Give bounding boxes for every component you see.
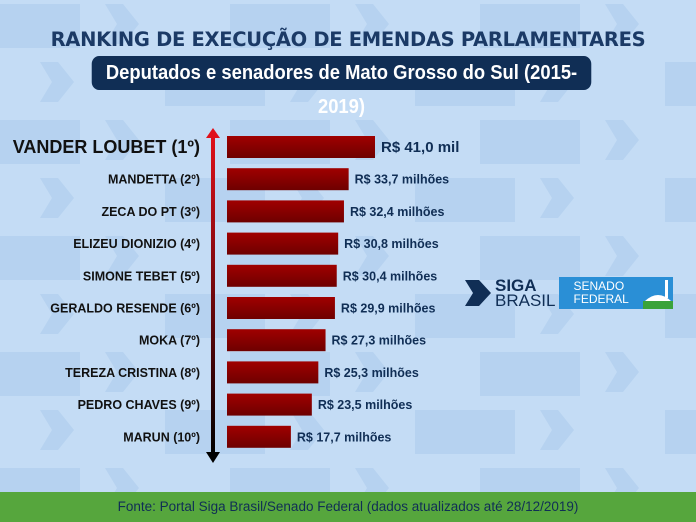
- category-label: MOKA (7º): [139, 334, 200, 348]
- data-label: R$ 32,4 milhões: [350, 205, 445, 219]
- logo-brasil: BRASIL: [495, 291, 556, 310]
- category-label: ELIZEU DIONIZIO (4º): [73, 237, 200, 251]
- watermark-shape: [290, 410, 324, 450]
- watermark-shape: [0, 236, 80, 280]
- bar: [227, 329, 326, 352]
- data-label: R$ 17,7 milhões: [297, 430, 392, 444]
- ranking-arrow-shaft: [211, 136, 215, 454]
- watermark-shape: [480, 4, 580, 48]
- bar: [227, 200, 344, 223]
- bar: [227, 168, 349, 191]
- logo-siga: SIGA: [495, 276, 537, 295]
- bar: [227, 425, 291, 448]
- watermark-shape: [415, 410, 515, 454]
- watermark-shape: [0, 352, 80, 396]
- watermark-shape: [40, 410, 74, 450]
- category-label: MARUN (10º): [123, 430, 200, 444]
- watermark-shape: [355, 236, 389, 276]
- data-label: R$ 30,8 milhões: [344, 237, 439, 251]
- page-title: RANKING DE EXECUÇÃO DE EMENDAS PARLAMENT…: [50, 28, 646, 51]
- watermark-shape: [480, 236, 580, 280]
- data-label: R$ 30,4 milhões: [343, 269, 438, 283]
- watermark-shape: [0, 120, 80, 164]
- watermark-shape: [40, 178, 74, 218]
- category-label: PEDRO CHAVES (9º): [78, 398, 200, 412]
- watermark-shape: [540, 410, 574, 450]
- watermark-shape: [605, 4, 639, 44]
- bar: [227, 264, 337, 287]
- watermark-shape: [0, 4, 80, 48]
- watermark-shape: [415, 294, 515, 338]
- logo-federal: FEDERAL: [573, 292, 629, 306]
- watermark-shape: [40, 62, 74, 102]
- watermark-shape: [480, 352, 580, 396]
- watermark-shape: [355, 4, 389, 44]
- watermark-shape: [605, 236, 639, 276]
- bar-chart: VANDER LOUBET (1º) R$ 41,0 milhões MANDETT…: [13, 128, 460, 463]
- watermark-shape: [105, 352, 139, 392]
- data-label: R$ 41,0 milhões: [381, 139, 460, 156]
- category-label: SIMONE TEBET (5º): [83, 269, 200, 283]
- watermark-shape: [355, 352, 389, 392]
- watermark-shape: [105, 236, 139, 276]
- data-label: R$ 27,3 milhões: [332, 334, 427, 348]
- siga-brasil-senado-logo: SIGA BRASIL SENADO FEDERAL: [465, 277, 673, 309]
- watermark-shape: [540, 178, 574, 218]
- watermark-shape: [665, 62, 696, 106]
- watermark-shape: [415, 178, 515, 222]
- bar: [227, 136, 375, 158]
- arrow-up-icon: [206, 128, 220, 138]
- data-label: R$ 23,5 milhões: [318, 398, 413, 412]
- watermark-shape: [665, 178, 696, 222]
- bar: [227, 393, 312, 416]
- watermark-shape: [105, 4, 139, 44]
- category-label: MANDETTA (2º): [108, 173, 200, 187]
- watermark-shape: [105, 120, 139, 160]
- watermark-shape: [230, 4, 330, 48]
- category-label: GERALDO RESENDE (6º): [50, 302, 200, 316]
- bar: [227, 361, 319, 384]
- source-footer: Fonte: Portal Siga Brasil/Senado Federal…: [0, 492, 696, 522]
- logo-senado: SENADO: [573, 279, 625, 293]
- siga-arrow-icon: [465, 280, 491, 306]
- data-label: R$ 29,9 milhões: [341, 302, 436, 316]
- arrow-down-icon: [206, 452, 220, 463]
- category-label: TEREZA CRISTINA (8º): [65, 366, 200, 380]
- watermark-shape: [665, 410, 696, 454]
- senado-building-icon: [642, 277, 673, 309]
- bar: [227, 297, 335, 319]
- watermark-shape: [40, 294, 74, 334]
- watermark-shape: [480, 120, 580, 164]
- bar: [227, 232, 339, 255]
- watermark-shape: [605, 352, 639, 392]
- data-label: R$ 25,3 milhões: [324, 366, 419, 380]
- category-label: ZECA DO PT (3º): [101, 205, 200, 219]
- category-label: VANDER LOUBET (1º): [13, 137, 200, 157]
- data-label: R$ 33,7 milhões: [355, 173, 450, 187]
- subtitle: Deputados e senadores de Mato Grosso do …: [91, 56, 592, 118]
- watermark-shape: [605, 120, 639, 160]
